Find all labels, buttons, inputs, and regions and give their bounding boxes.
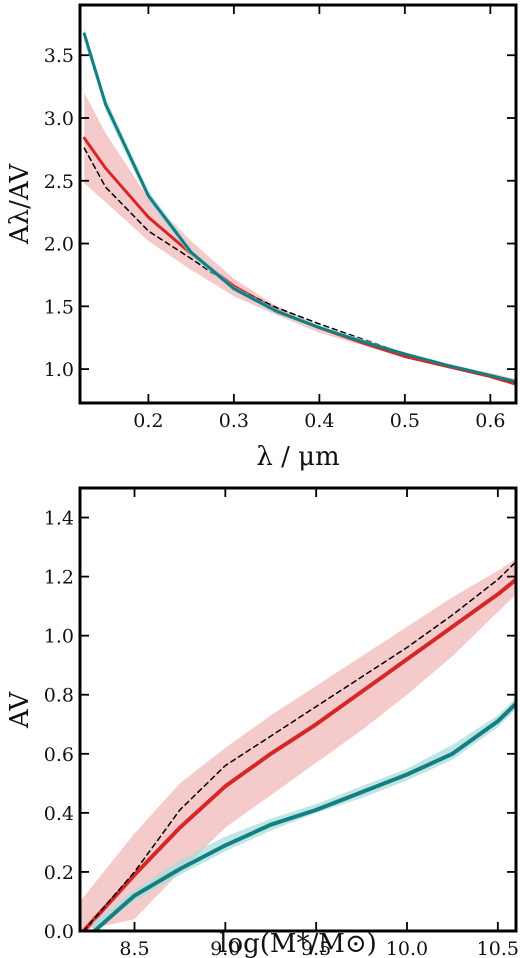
bottom-frame [78, 486, 518, 933]
top-ytick-label: 2.5 [44, 171, 74, 193]
top-frame [78, 3, 518, 405]
bottom-ytick-label: 0.0 [44, 921, 74, 943]
bottom-xtick-label: 8.5 [119, 938, 149, 958]
bottom-xtick-label: 10.5 [477, 938, 519, 958]
top-xtick-label: 0.3 [219, 410, 249, 432]
top-xtick-label: 0.5 [390, 410, 420, 432]
bottom-ylabel: AV [5, 691, 35, 729]
bottom-xtick-label: 9.5 [301, 938, 331, 958]
bottom-band-red_band-0 [80, 558, 516, 931]
top-panel: 0.2 0.3 0.4 0.5 0.6 1.0 1.5 2.0 2.5 3.0 3.5 λ / μm… [5, 3, 518, 472]
top-line-dashed-dashed [83, 147, 516, 384]
top-ytick-label: 2.0 [44, 234, 74, 256]
top-ytick-label: 3.0 [44, 108, 74, 130]
bottom-ticks: 8.5 9.0 9.5 10.0 10.5 0.0 0.2 0.4 0.6 0.8 1.0 1.2 1.… [44, 488, 519, 958]
bottom-xtick-label: 9.0 [210, 938, 240, 958]
top-ytick-label: 1.5 [44, 296, 74, 318]
bottom-panel: 8.5 9.0 9.5 10.0 10.5 0.0 0.2 0.4 0.6 0.8 1.0 1.2 1.… [5, 486, 519, 958]
bottom-xtick-label: 10.0 [386, 938, 428, 958]
top-xtick-label: 0.2 [133, 410, 163, 432]
top-xlabel: λ / μm [256, 442, 339, 472]
bottom-ytick-label: 0.6 [44, 744, 74, 766]
top-ylabel: Aλ/AV [5, 163, 35, 245]
bottom-xlabel: log(M*/M⊙) [219, 929, 377, 958]
top-line-line-teal [82, 32, 516, 384]
top-band-red_band-0 [84, 92, 516, 382]
top-xtick-label: 0.6 [475, 410, 505, 432]
top-xtick-label: 0.4 [304, 410, 334, 432]
top-ytick-label: 3.5 [44, 45, 74, 67]
top-line-line-red [82, 136, 516, 386]
bottom-ytick-label: 1.2 [44, 567, 74, 589]
bottom-plot-area [80, 558, 516, 931]
bottom-ytick-label: 0.2 [44, 862, 74, 884]
top-plot-area [82, 27, 516, 386]
bottom-line-line-red [81, 577, 516, 931]
bottom-line-line-teal [92, 701, 516, 931]
bottom-line-dashed-dashed [82, 561, 516, 931]
bottom-ytick-label: 1.0 [44, 626, 74, 648]
bottom-ytick-label: 0.8 [44, 685, 74, 707]
bottom-ytick-label: 0.4 [44, 803, 74, 825]
top-ytick-label: 1.0 [44, 359, 74, 381]
bottom-ytick-label: 1.4 [44, 508, 74, 530]
top-ticks: 0.2 0.3 0.4 0.5 0.6 1.0 1.5 2.0 2.5 3.0 3.5 [44, 5, 516, 432]
